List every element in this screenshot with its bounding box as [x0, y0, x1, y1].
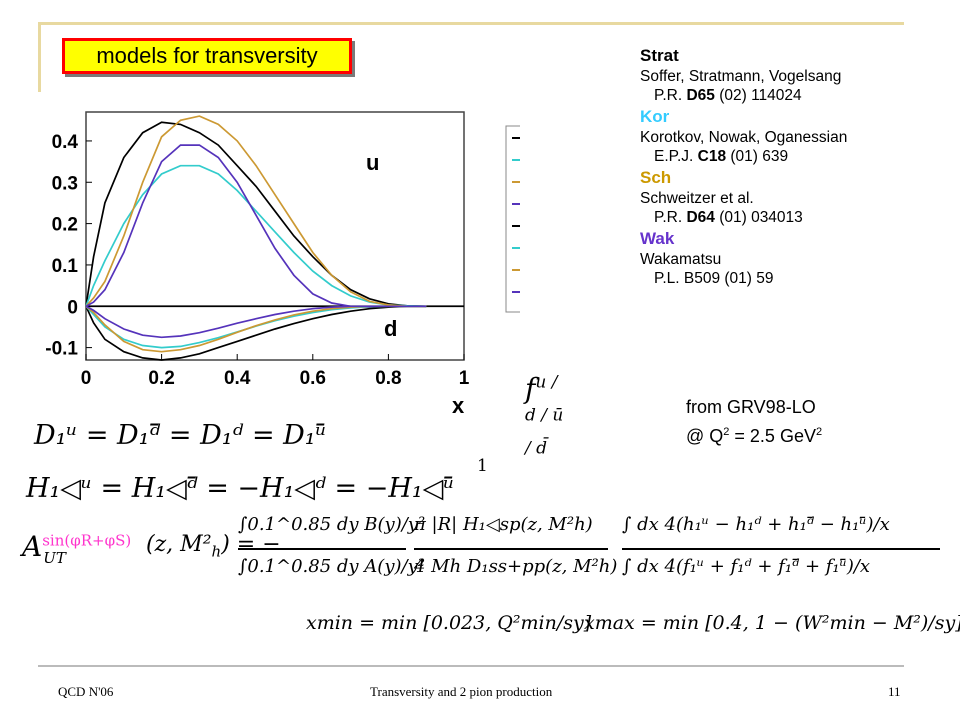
legend-box [505, 125, 520, 313]
x-tick-label: 0.2 [148, 368, 174, 389]
reference-name: Wak [640, 229, 675, 248]
x-integral-numerator: ∫ dx 4(h₁ᵘ − h₁ᵈ + h₁ᵈ̄ − h₁ᵘ̄)/x [622, 514, 890, 535]
slide-title: models for transversity [62, 38, 352, 74]
footer-page-number: 11 [888, 684, 901, 699]
model-reference-list: Strat Soffer, Stratmann, Vogelsang P.R. … [640, 44, 950, 288]
plot-frame [85, 111, 465, 361]
reference-citation: E.P.J. C18 (01) 639 [654, 148, 789, 165]
x-tick-label: 0.6 [300, 368, 326, 389]
y-tick-label: 0.2 [52, 215, 78, 236]
asymmetry-arguments: (z, M²h) = − [146, 532, 281, 561]
reference-authors: Soffer, Stratmann, Vogelsang [640, 68, 842, 85]
x-tick-label: 0 [81, 368, 92, 389]
pdf-source-line2: @ Q2 = 2.5 GeV2 [686, 426, 823, 446]
reference-name: Strat [640, 46, 679, 65]
y-integral-numerator: ∫0.1^0.85 dy B(y)/y² [238, 514, 426, 535]
unpolarized-pdf-symbol: fu / d / ū / d̄1 [477, 372, 564, 476]
y-integral-fraction-bar [238, 548, 406, 550]
y-tick-label: 0 [67, 297, 78, 318]
x-tick-label: 1 [459, 368, 470, 389]
reference-authors: Korotkov, Nowak, Oganessian [640, 129, 848, 146]
d-quark-label: d [384, 316, 398, 341]
u-quark-label: u [366, 150, 380, 175]
series-line-wak-7 [85, 305, 427, 339]
xmin-definition: xmin = min [0.023, Q²min/sy] [306, 612, 592, 634]
reference-authors: Wakamatsu [640, 251, 722, 268]
footer-conference: QCD N'06 [58, 684, 114, 699]
reference-sch: Sch Schweitzer et al. P.R. D64 (01) 0340… [640, 168, 950, 227]
footer-rule [38, 665, 904, 667]
dihadron-numerator: π |R| H₁◁sp(z, M²h) [414, 514, 593, 535]
dihadron-denominator: 4 Mh D₁ss+pp(z, M²h) [414, 556, 618, 577]
series-line-schw-2 [85, 115, 427, 308]
x-integral-denominator: ∫ dx 4(f₁ᵘ + f₁ᵈ + f₁ᵈ̄ + f₁ᵘ̄)/x [622, 556, 871, 577]
reference-name: Kor [640, 107, 670, 126]
y-tick-label: 0.3 [52, 173, 78, 194]
x-tick-label: 0.4 [224, 368, 251, 389]
reference-name: Sch [640, 168, 672, 187]
reference-citation: P.R. D64 (01) 034013 [654, 209, 803, 226]
x-tick-label: 0.8 [375, 368, 401, 389]
reference-kor: Kor Korotkov, Nowak, Oganessian E.P.J. C… [640, 107, 950, 166]
series-line-kor-1 [85, 164, 427, 308]
top-rule [38, 22, 904, 25]
reference-citation: P.L. B509 (01) 59 [654, 270, 774, 287]
collins-equality: H₁◁ᵘ = H₁◁ᵈ̄ = −H₁◁ᵈ = −H₁◁ᵘ̄ [26, 473, 455, 504]
x-axis-label: x [452, 393, 465, 418]
y-tick-label: 0.1 [52, 256, 79, 277]
fragmentation-equality: D₁ᵘ = D₁ᵈ̄ = D₁ᵈ = D₁ᵘ̄ [34, 420, 327, 451]
left-rule [38, 22, 41, 92]
y-tick-label: 0.4 [52, 132, 79, 153]
asymmetry-symbol: Asin(φR+φS)UT [22, 530, 132, 567]
y-integral-denominator: ∫0.1^0.85 dy A(y)/y² [238, 556, 425, 577]
reference-strat: Strat Soffer, Stratmann, Vogelsang P.R. … [640, 46, 950, 105]
pdf-source-note: from GRV98-LO @ Q2 = 2.5 GeV2 [686, 395, 822, 449]
reference-citation: P.R. D65 (02) 114024 [654, 87, 802, 104]
xmax-definition: xmax = min [0.4, 1 − (W²min − M²)/sy] [584, 612, 960, 634]
series-line-strat-4 [85, 305, 427, 361]
series-line-strat-0 [85, 121, 427, 308]
x-integral-fraction-bar [622, 548, 940, 550]
pdf-source-line1: from GRV98-LO [686, 397, 816, 417]
footer-talk-title: Transversity and 2 pion production [370, 684, 553, 699]
y-tick-label: -0.1 [45, 339, 78, 360]
dihadron-fraction-bar [414, 548, 608, 550]
reference-authors: Schweitzer et al. [640, 190, 754, 207]
reference-wak: Wak Wakamatsu P.L. B509 (01) 59 [640, 229, 950, 288]
transversity-chart: -0.100.10.20.30.400.20.40.60.81StratKorS… [45, 111, 520, 389]
